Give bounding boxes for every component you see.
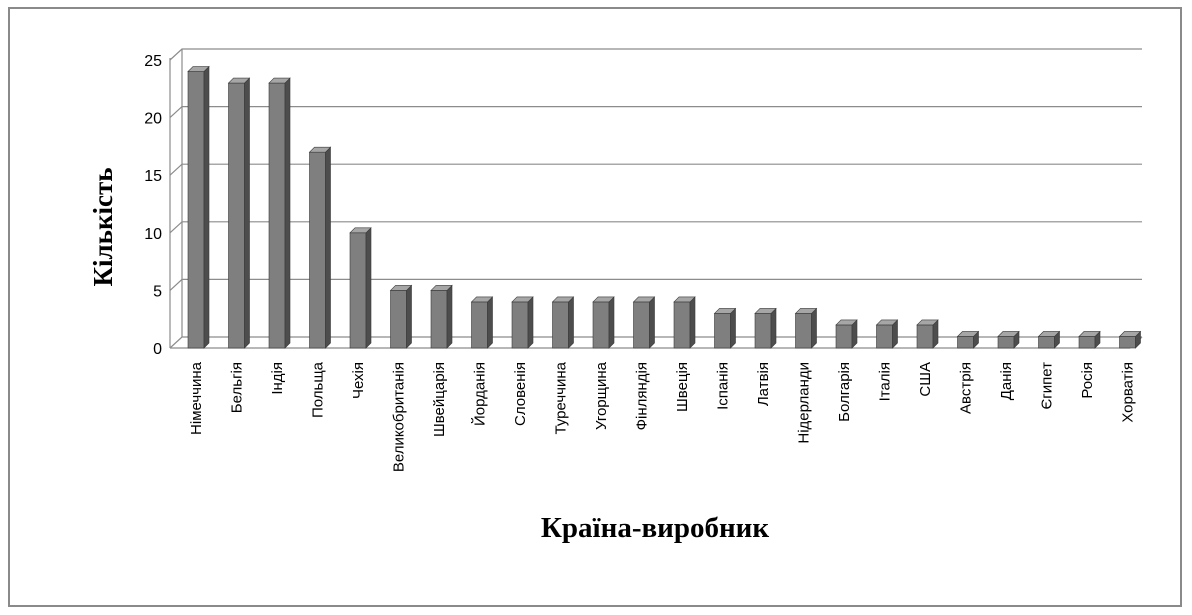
x-tick-labels: Німеччина Бельгія Індія Польща Чехія Великобр… [188, 361, 1137, 472]
y-tick-label: 20 [144, 111, 162, 128]
bar [511, 296, 534, 349]
bar [713, 307, 737, 349]
x-tick-label: Іспанія [715, 362, 732, 410]
bar [470, 296, 494, 349]
x-tick-label: Польща [310, 361, 327, 418]
x-tick-label: Швейцарія [431, 362, 448, 437]
x-tick-label: Болгарія [836, 362, 853, 422]
y-tick-labels: 0 5 10 15 20 25 [144, 53, 162, 358]
chart-frame: 0 5 10 15 20 25 Німеччина Бельгія Індія Польща Че… [8, 7, 1182, 607]
y-axis-title: Кількість [88, 167, 118, 286]
x-tick-label: Бельгія [229, 362, 246, 413]
x-tick-label: Німеччина [188, 361, 205, 435]
bar [1037, 330, 1061, 349]
bar [916, 319, 939, 349]
y-tick-label: 15 [144, 168, 162, 185]
y-tick-label: 5 [153, 283, 162, 300]
x-tick-label: Хорватія [1120, 362, 1137, 423]
bar [187, 65, 210, 349]
bar [308, 146, 332, 349]
x-tick-label: Фінляндія [634, 362, 651, 430]
bar [389, 284, 413, 349]
bar [227, 77, 251, 349]
x-tick-label: Італія [877, 362, 894, 401]
y-tick-label: 10 [144, 226, 162, 243]
y-tick-label: 25 [144, 53, 162, 70]
x-tick-label: Швеція [674, 362, 691, 412]
x-tick-label: Словенія [512, 362, 529, 426]
bar [997, 330, 1020, 349]
bar [835, 319, 858, 349]
bar-chart: 0 5 10 15 20 25 Німеччина Бельгія Індія Польща Че… [88, 48, 1143, 544]
bar [1118, 330, 1142, 349]
x-tick-label: Росія [1079, 362, 1096, 399]
bar [592, 296, 615, 349]
bar [268, 77, 291, 349]
bar [875, 319, 899, 349]
y-tick-label: 0 [153, 341, 162, 358]
bars [187, 65, 1142, 349]
x-tick-label: Угорщина [593, 361, 610, 430]
bar [551, 296, 575, 349]
bar [956, 330, 980, 349]
gridline [169, 48, 1142, 61]
bar [1078, 330, 1101, 349]
x-tick-label: Латвія [755, 362, 772, 406]
x-tick-label: Чехія [350, 362, 367, 399]
x-tick-label: Данія [998, 362, 1015, 400]
x-tick-label: Нідерланди [796, 362, 813, 444]
x-tick-label: Індія [269, 362, 286, 395]
x-tick-label: Великобританія [391, 362, 408, 472]
x-tick-label: Єгипет [1039, 362, 1056, 410]
bar [632, 296, 656, 349]
bar [794, 307, 818, 349]
x-tick-label: США [917, 362, 934, 397]
bar [349, 227, 372, 349]
x-axis-title: Країна-виробник [541, 512, 769, 544]
x-tick-label: Австрія [958, 362, 975, 414]
x-tick-label: Йорданія [471, 362, 489, 426]
bar [430, 284, 453, 349]
gridline [169, 105, 1142, 119]
bar [754, 307, 777, 349]
x-tick-label: Туреччина [553, 361, 570, 434]
bar [673, 296, 696, 349]
